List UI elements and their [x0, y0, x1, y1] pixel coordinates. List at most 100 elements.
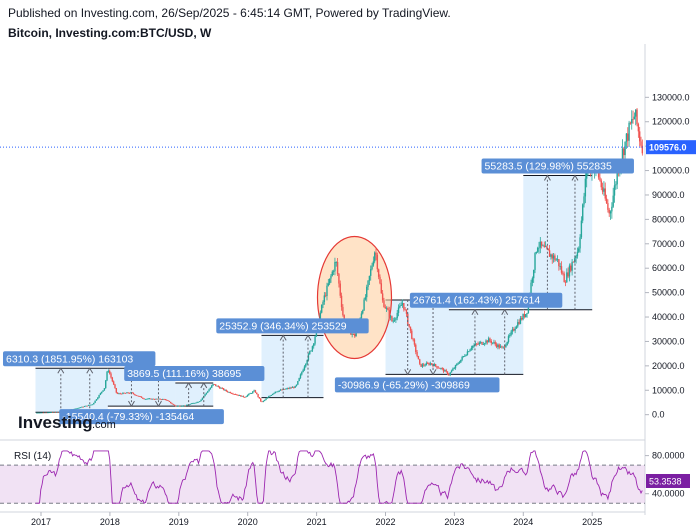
price-candle	[578, 248, 580, 252]
price-candle	[363, 299, 365, 311]
price-candle	[391, 316, 393, 322]
price-candle	[181, 405, 184, 407]
price-candle	[342, 307, 344, 316]
price-candle	[444, 370, 446, 372]
price-candle	[367, 280, 369, 287]
price-candle	[303, 366, 306, 370]
price-candle	[442, 368, 445, 372]
price-candle	[499, 346, 502, 348]
price-candle	[396, 312, 398, 319]
price-candle	[293, 387, 295, 388]
price-candle	[74, 408, 76, 410]
price-candle	[547, 248, 549, 251]
price-candle	[264, 399, 266, 401]
price-candle	[515, 326, 518, 329]
price-candle	[453, 368, 455, 370]
price-candle	[373, 252, 376, 262]
price-candle	[281, 389, 283, 391]
price-candle	[476, 343, 478, 345]
price-candle	[417, 355, 420, 360]
price-candle	[171, 403, 173, 404]
price-candle	[262, 400, 265, 402]
price-candle	[132, 393, 135, 395]
price-candle	[37, 412, 39, 414]
price-candle	[48, 412, 50, 414]
price-candle	[423, 364, 425, 366]
price-candle	[154, 399, 156, 401]
price-candle	[306, 360, 308, 364]
price-candle	[175, 405, 177, 407]
price-candle	[289, 387, 291, 389]
price-candle	[478, 342, 481, 345]
price-candle	[81, 406, 83, 408]
price-candle	[115, 388, 118, 393]
price-candle	[479, 341, 482, 343]
price-candle	[438, 367, 441, 369]
price-candle	[213, 384, 216, 385]
price-candle	[309, 351, 311, 355]
price-candle	[638, 131, 641, 142]
price-candle	[464, 355, 466, 357]
price-candle	[507, 336, 510, 342]
price-candle	[53, 412, 55, 413]
price-candle	[641, 145, 644, 154]
price-candle	[322, 301, 324, 305]
price-candle	[164, 399, 167, 400]
price-candle	[412, 338, 414, 340]
price-candle	[460, 359, 462, 363]
price-candle	[146, 398, 148, 400]
price-candle	[242, 395, 245, 398]
price-candle	[472, 345, 474, 348]
price-candle	[46, 412, 49, 414]
price-candle	[183, 405, 185, 407]
price-candle	[42, 412, 45, 414]
price-candle	[314, 336, 316, 344]
price-candle	[450, 370, 453, 373]
measure-boxes	[35, 174, 593, 413]
price-candle	[420, 363, 422, 367]
price-candle	[530, 282, 532, 295]
time-tick-label: 2018	[100, 517, 120, 527]
price-tick-label: 130000.0	[652, 92, 690, 102]
price-candle	[238, 395, 241, 396]
published-info: Published on Investing.com, 26/Sep/2025 …	[8, 6, 451, 20]
price-candle	[473, 345, 475, 346]
price-candle	[388, 310, 390, 318]
time-axis: 2017 2018 2019 2020 2021 2022 2023 2024 2025	[0, 511, 645, 527]
price-candle	[612, 195, 614, 207]
price-candle	[518, 322, 520, 324]
price-candle	[159, 398, 161, 400]
measure-arrowhead	[304, 334, 312, 341]
price-candle	[140, 396, 143, 398]
price-candle	[41, 412, 43, 414]
price-candle	[156, 398, 159, 400]
price-candle	[575, 256, 577, 259]
price-candle	[148, 398, 151, 400]
price-candle	[392, 320, 394, 322]
price-candle	[90, 404, 92, 406]
price-candle	[627, 133, 629, 141]
price-candle	[331, 271, 333, 276]
price-tick-label: 20000.0	[652, 361, 685, 371]
price-candle	[220, 387, 222, 389]
price-candle	[294, 385, 296, 388]
price-candle	[501, 346, 503, 348]
price-candle	[177, 405, 180, 407]
price-candle	[214, 384, 217, 386]
price-candle	[542, 245, 544, 247]
price-candle	[555, 259, 557, 261]
price-candle	[502, 346, 504, 348]
price-candle	[134, 394, 136, 396]
price-candle	[384, 307, 386, 309]
price-candle	[393, 319, 396, 321]
price-candle	[383, 300, 385, 308]
price-candle	[52, 412, 54, 413]
price-candle	[469, 349, 471, 352]
price-candle	[503, 346, 506, 348]
price-candle	[585, 172, 588, 179]
measure-label-box	[3, 351, 156, 367]
measure-label-box	[124, 365, 265, 381]
price-candle	[224, 389, 226, 391]
price-candle	[193, 402, 196, 404]
